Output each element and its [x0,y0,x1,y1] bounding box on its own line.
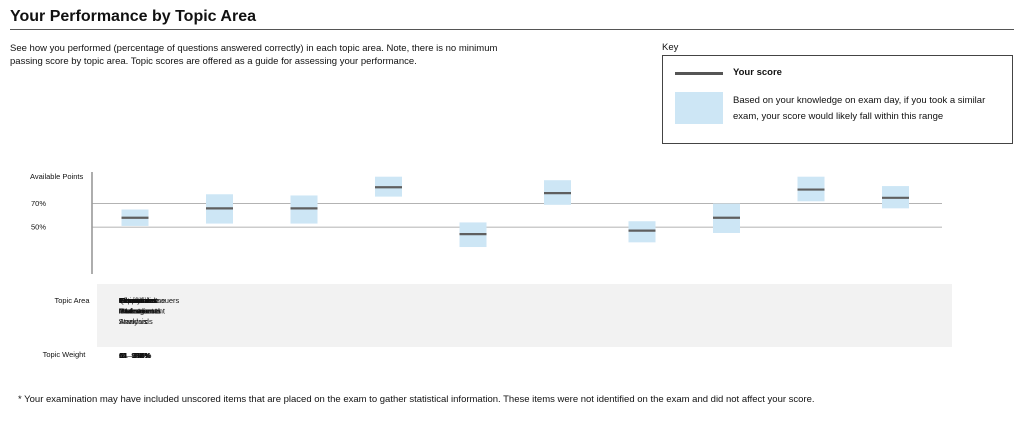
page-title: Your Performance by Topic Area [10,8,256,25]
topic-label-4-line-2: Statement [119,307,154,316]
topic-weight-3: 6 – 9% [119,351,143,360]
row-label-topic-weight: Topic Weight [43,350,87,359]
topic-weight-9: 7 – 10% [121,351,149,360]
topic-label-9-line-2: Investments [121,307,162,316]
topic-label-4-line-1: Financial [119,296,149,305]
key-range-label: Based on your knowledge on exam day, if … [733,95,986,122]
topic-weight-1: 15 – 20% [119,351,151,360]
topic-label-3-line-1: Economics [119,296,156,305]
key-title: Key [662,42,679,53]
topic-label-9-line-1: Alternative [121,296,156,305]
topic-label-10-line-1: Portfolio [121,296,149,305]
topic-label-4-line-3: Analysis [119,317,147,326]
y-axis-tick-label-50: 50% [31,223,46,232]
topic-label-2-line-1: Quantitative [119,296,159,305]
key-score-label: Your score [733,67,782,78]
topic-weight-4: 11 – 14% [119,351,150,360]
row-label-topic-area: Topic Area [54,296,90,305]
intro-text: See how you performed (percentage of que… [10,43,498,67]
topic-label-1-line-2: Professional [119,307,161,316]
topic-weight-2: 6 – 9% [119,351,143,360]
y-axis-tick-label-70: 70% [31,199,46,208]
topic-weight-10: 8 – 12% [121,351,149,360]
score-line-swatch [675,72,723,75]
topic-weight-5: 6 – 9% [120,351,144,360]
topic-table-background [97,284,952,347]
y-axis-label-available-points: Available Points [30,172,83,181]
topic-label-2-line-2: Methods [119,307,148,316]
topic-label-7-line-1: Fixed Income [120,296,165,305]
topic-label-10-line-2: Management [121,307,166,316]
topic-label-8-line-1: Derivatives [121,296,158,305]
topic-weight-6: 11 – 14% [120,351,151,360]
topic-performance-chart: Available Points 70% 50% Topic Area Topic We… [30,172,952,360]
topic-label-6-line-1: Equity [120,296,141,305]
footnote: * Your examination may have included uns… [18,394,815,405]
topic-weight-8: 5 – 8% [121,351,145,360]
topic-weight-7: 11 – 14% [120,351,151,360]
key-box: Your score Based on your knowledge on ex… [662,55,1013,144]
range-box-7 [628,221,656,243]
topic-label-6-line-2: Investments [120,307,161,316]
topic-label-5-line-1: Corporate Issuers [120,296,180,305]
topic-label-1-line-3: Standards [119,317,153,326]
range-swatch [675,92,723,124]
range-box-3 [290,195,318,224]
topic-label-1-line-1: Ethical and [119,296,156,305]
title-divider [10,29,1014,30]
